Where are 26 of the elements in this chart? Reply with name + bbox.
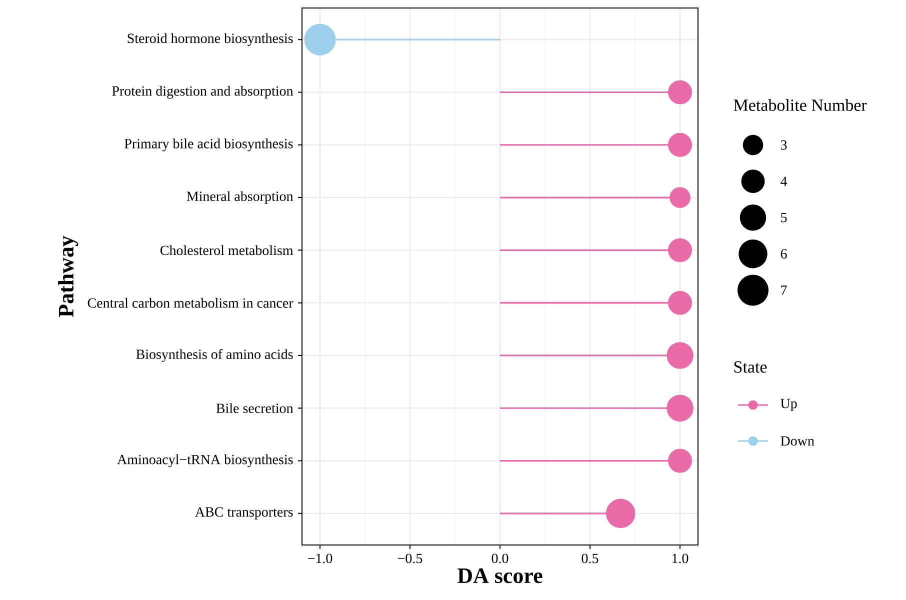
- text: Metabolite Number: [734, 99, 867, 111]
- y-tick-label: Mineral absorption: [186, 191, 294, 204]
- y-tick-label: Aminoacyl−tRNA biosynthesis: [117, 454, 293, 468]
- x-tick-label: 0.0: [492, 554, 508, 564]
- y-tick-label: Central carbon metabolism in cancer: [88, 298, 294, 308]
- legend-label: 5: [781, 212, 787, 222]
- y-tick-label: ABC transporters: [195, 507, 293, 520]
- x-axis-title: DA score: [458, 568, 542, 584]
- y-tick-label: Bile secretion: [216, 403, 294, 414]
- y-tick-label: Primary bile acid biosynthesis: [124, 138, 293, 152]
- legend-title: State: [734, 361, 767, 373]
- x-tick-label: 0.5: [582, 554, 598, 564]
- x-tick-label: 1.0: [672, 554, 688, 564]
- y-tick-label: Protein digestion and absorption: [112, 86, 294, 99]
- x-tick-label: −1.0: [308, 554, 332, 564]
- legend-label: 6: [780, 249, 787, 259]
- legend-label: 7: [781, 286, 787, 295]
- legend-label: Up: [780, 398, 797, 412]
- x-tick-label: −0.5: [398, 554, 422, 564]
- y-tick-label: Steroid hormone biosynthesis: [128, 33, 293, 46]
- y-tick-label: Biosynthesis of amino acids: [136, 349, 293, 362]
- y-tick-label: Cholesterol metabolism: [160, 245, 294, 256]
- legend-label: Down: [780, 436, 814, 446]
- legend-label: 4: [780, 176, 788, 186]
- legend-label: 3: [780, 140, 787, 150]
- y-axis-title: Pathway: [58, 236, 78, 318]
